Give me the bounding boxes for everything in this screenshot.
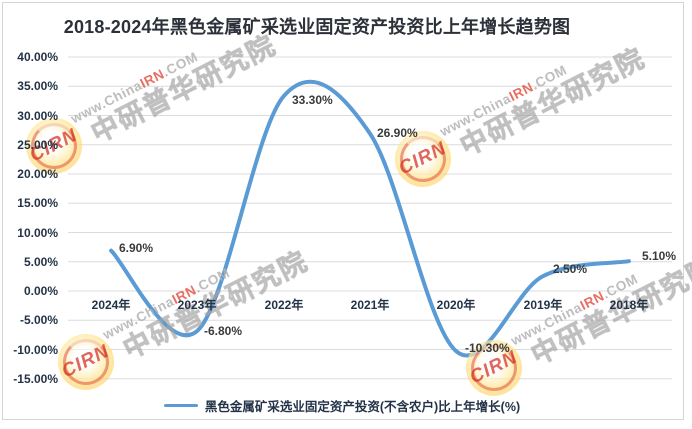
y-tick-label: -15.00% (13, 372, 58, 386)
data-label: 5.10% (642, 249, 677, 263)
y-tick-label: -5.00% (19, 313, 58, 327)
y-tick-label: 0.00% (23, 284, 58, 298)
data-label: 26.90% (377, 126, 418, 140)
legend-label: 黑色金属矿采选业固定资产投资(不含农户)比上年增长(%) (204, 399, 521, 414)
data-label: 6.90% (119, 241, 154, 255)
x-axis-label: 2019年 (523, 298, 563, 312)
data-label: -10.30% (465, 341, 510, 355)
chart-title: 2018-2024年黑色金属矿采选业固定资产投资比上年增长趋势图 (63, 17, 571, 37)
x-axis-label: 2024年 (91, 298, 131, 312)
y-tick-label: 30.00% (17, 109, 58, 123)
x-axis-label: 2023年 (177, 298, 217, 312)
y-tick-label: 20.00% (17, 167, 58, 181)
chart-frame (2, 2, 684, 420)
data-label: 2.50% (553, 262, 588, 276)
y-tick-label: 35.00% (17, 79, 58, 93)
y-tick-label: 15.00% (17, 196, 58, 210)
x-axis-label: 2021年 (350, 298, 390, 312)
y-tick-label: 10.00% (17, 226, 58, 240)
y-tick-label: 25.00% (17, 138, 58, 152)
x-axis-label: 2020年 (436, 298, 476, 312)
legend: 黑色金属矿采选业固定资产投资(不含农户)比上年增长(%) (0, 396, 684, 414)
y-tick-label: -10.00% (13, 343, 58, 357)
y-tick-label: 40.00% (17, 50, 58, 64)
gridlines (68, 56, 672, 380)
legend-line-icon (163, 403, 198, 407)
trend-line (109, 79, 631, 358)
y-tick-label: 5.00% (23, 255, 58, 269)
data-label: -6.80% (204, 324, 243, 338)
x-axis-label: 2018年 (609, 298, 649, 312)
data-label: 33.30% (292, 93, 333, 107)
x-axis-label: 2022年 (264, 298, 304, 312)
